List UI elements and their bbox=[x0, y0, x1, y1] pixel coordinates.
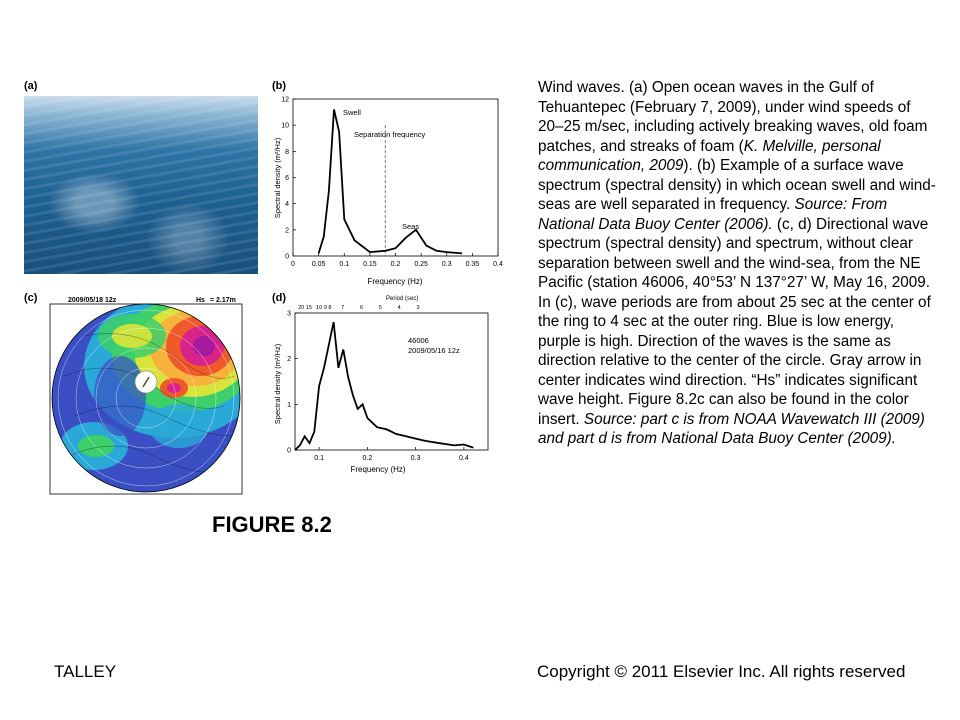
caption-text-1: Wind waves. (a) Open ocean waves in the … bbox=[538, 79, 928, 155]
panel-label-c: (c) bbox=[24, 292, 38, 304]
wind-direction-arrow-icon bbox=[142, 376, 150, 388]
polar-outer-ring bbox=[51, 303, 241, 493]
panel-label-b: (b) bbox=[272, 80, 287, 92]
panel-label-d: (d) bbox=[272, 292, 287, 304]
chart-d-top-tick-label: 10 9 8 bbox=[316, 305, 331, 311]
chart-b-xlabel: Frequency (Hz) bbox=[367, 277, 422, 286]
chart-d-y-tick-label: 2 bbox=[287, 356, 291, 363]
figure-caption: Wind waves. (a) Open ocean waves in the … bbox=[538, 78, 938, 449]
panel-label-a: (a) bbox=[24, 80, 38, 92]
chart-d-top-tick-label: 3 bbox=[416, 305, 419, 311]
chart-b-x-tick-label: 0.4 bbox=[493, 261, 503, 268]
footer-copyright: Copyright © 2011 Elsevier Inc. All right… bbox=[537, 662, 906, 681]
chart-d-top-axis-label: Period (sec) bbox=[386, 296, 418, 302]
caption-text-3: (c, d) Directional wave spectrum (spectr… bbox=[538, 215, 931, 428]
chart-d-top-tick-label: 6 bbox=[360, 305, 363, 311]
figure-title: FIGURE 8.2 bbox=[212, 512, 332, 537]
chart-b-x-tick-label: 0.2 bbox=[391, 261, 401, 268]
chart-d-xlabel: Frequency (Hz) bbox=[350, 465, 405, 474]
chart-d-frame bbox=[294, 312, 489, 451]
chart-b-y-tick-label: 2 bbox=[285, 227, 289, 234]
chart-b-x-tick-label: 0.3 bbox=[442, 261, 452, 268]
chart-b-ylabel: Spectral density (m²/Hz) bbox=[273, 137, 282, 218]
chart-b-separation-label: Separation frequency bbox=[354, 130, 426, 139]
chart-b-x-tick-label: 0.15 bbox=[363, 261, 377, 268]
chart-b-x-tick-label: 0.25 bbox=[414, 261, 428, 268]
chart-b-seas-label: Seas bbox=[402, 222, 419, 231]
chart-d-x-tick-label: 0.4 bbox=[459, 455, 469, 462]
chart-b-series-line bbox=[317, 109, 463, 255]
chart-b-y-tick-label: 6 bbox=[285, 175, 289, 182]
spectrum-chart-b: 0 0.05 0.1 0.15 0.2 0.25 0.3 0.35 0.4 0 2 4 6 8 10 12 F… bbox=[273, 97, 503, 287]
footer-author: TALLEY bbox=[54, 662, 117, 681]
caption-text-2: ). (b) Example of a surface wave spectru… bbox=[538, 157, 936, 213]
chart-d-x-tick-label: 0.3 bbox=[411, 455, 421, 462]
polar-hs-label: Hs bbox=[196, 297, 205, 304]
chart-d-y-tick-label: 0 bbox=[287, 448, 291, 455]
polar-energy-field bbox=[52, 304, 240, 492]
chart-b-x-tick-label: 0.1 bbox=[339, 261, 349, 268]
directional-spectrum-polar-c: 2009/05/18 12z Hs = 2.17m bbox=[49, 297, 243, 495]
chart-d-station: 46006 bbox=[408, 336, 429, 345]
caption-source-3: Source: part c is from NOAA Wavewatch II… bbox=[538, 410, 925, 448]
chart-d-series-line bbox=[294, 321, 474, 451]
chart-b-y-tick-label: 10 bbox=[281, 123, 289, 130]
polar-hs-value: = 2.17m bbox=[210, 297, 236, 304]
ocean-waves-photo bbox=[24, 96, 258, 274]
chart-d-x-tick-label: 0.1 bbox=[314, 455, 324, 462]
chart-b-y-tick-label: 4 bbox=[285, 201, 289, 208]
caption-source-2: Source: From National Data Buoy Center (… bbox=[538, 196, 888, 233]
chart-d-ylabel: Spectral density (m²/Hz) bbox=[273, 343, 282, 424]
chart-d-datetime: 2009/05/16 12z bbox=[408, 346, 460, 355]
chart-b-y-tick-label: 0 bbox=[285, 254, 289, 261]
polar-title: 2009/05/18 12z bbox=[68, 297, 117, 304]
chart-d-top-tick-label: 20 15 bbox=[298, 305, 312, 311]
chart-d-y-tick-label: 3 bbox=[287, 311, 291, 318]
chart-b-y-tick-label: 12 bbox=[281, 97, 289, 104]
chart-d-y-tick-label: 1 bbox=[287, 402, 291, 409]
spectrum-chart-d: 0.1 0.2 0.3 0.4 0 1 2 3 20 15 10 9 8 7 6 5 4 3 Period … bbox=[273, 296, 489, 474]
chart-b-x-tick-label: 0.05 bbox=[312, 261, 326, 268]
chart-b-swell-label: Swell bbox=[343, 108, 361, 117]
chart-b-x-tick-label: 0 bbox=[291, 261, 295, 268]
caption-source-1: K. Melville, personal communication, 200… bbox=[538, 137, 881, 175]
chart-d-top-tick-label: 7 bbox=[341, 305, 344, 311]
chart-b-y-tick-label: 8 bbox=[285, 149, 289, 156]
chart-d-x-tick-label: 0.2 bbox=[363, 455, 373, 462]
chart-d-top-tick-label: 5 bbox=[379, 305, 382, 311]
chart-d-top-tick-label: 4 bbox=[398, 305, 401, 311]
chart-b-x-tick-label: 0.35 bbox=[466, 261, 480, 268]
